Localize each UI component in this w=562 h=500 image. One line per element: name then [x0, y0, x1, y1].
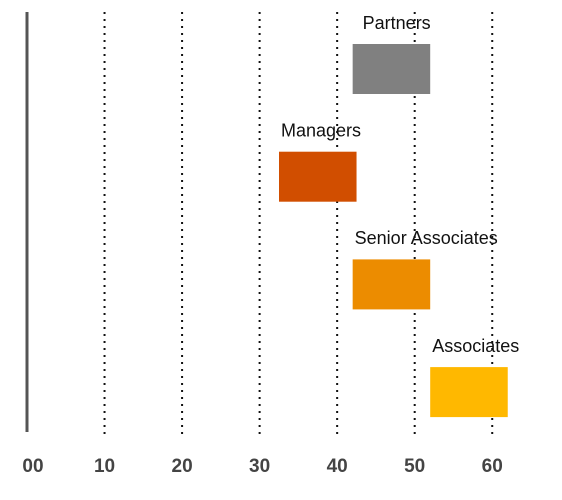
- bar: [430, 367, 508, 418]
- bar-label: Associates: [432, 336, 519, 356]
- x-tick-label: 50: [404, 456, 425, 477]
- x-tick-label: 60: [482, 456, 503, 477]
- bar: [352, 259, 431, 310]
- bar-label: Senior Associates: [355, 228, 498, 248]
- bar: [279, 151, 357, 202]
- bar-label: Partners: [363, 13, 431, 33]
- x-tick-label: 30: [249, 456, 270, 477]
- x-tick-label: 00: [22, 456, 43, 477]
- bar: [352, 44, 431, 94]
- x-tick-label: 10: [94, 456, 115, 477]
- x-tick-label: 20: [172, 456, 193, 477]
- bar-label: Managers: [281, 120, 361, 140]
- x-tick-label: 40: [327, 456, 348, 477]
